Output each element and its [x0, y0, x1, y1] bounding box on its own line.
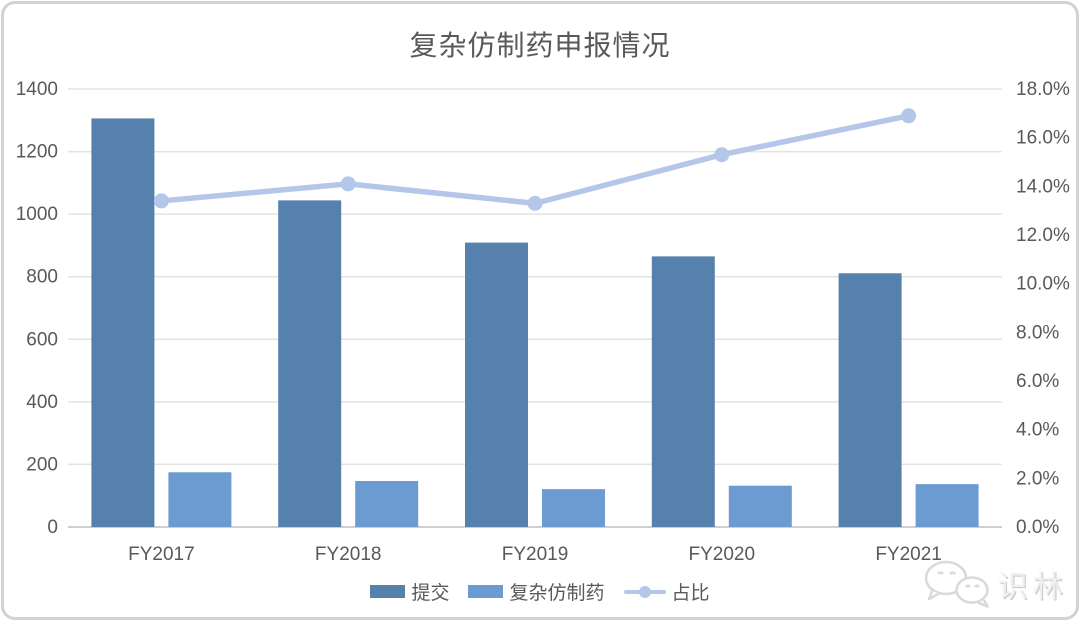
bar-submitted-FY2018	[278, 200, 342, 527]
bar-submitted-FY2020	[651, 256, 715, 527]
right-axis-tick-label: 8.0%	[1016, 322, 1059, 343]
right-axis-tick-label: 10.0%	[1016, 274, 1070, 295]
right-axis-tick-label: 18.0%	[1016, 79, 1070, 100]
proportion-marker-FY2019	[527, 195, 543, 211]
proportion-line	[158, 113, 912, 207]
bar-submitted-FY2021	[838, 273, 902, 527]
left-axis-tick-label: 400	[26, 392, 58, 413]
x-axis-label-FY2017: FY2017	[128, 544, 195, 565]
bar-complex-generics-FY2018	[355, 481, 419, 527]
watermark: 识林	[922, 557, 1068, 611]
legend-item-complex-generics: 复杂仿制药	[468, 578, 605, 605]
x-axis-label-FY2020: FY2020	[689, 544, 756, 565]
legend-dot-icon	[638, 585, 651, 598]
x-axis-label-FY2018: FY2018	[315, 544, 382, 565]
proportion-marker-FY2018	[340, 176, 356, 192]
wechat-icon	[924, 560, 989, 608]
legend-swatch-submitted	[370, 585, 406, 598]
proportion-marker-FY2020	[714, 147, 730, 163]
bar-complex-generics-FY2020	[728, 485, 792, 527]
right-axis-tick-label: 2.0%	[1016, 468, 1059, 489]
left-axis-tick-label: 1200	[16, 142, 58, 163]
legend-item-proportion: 占比	[623, 578, 710, 605]
right-axis-tick-label: 4.0%	[1016, 420, 1059, 441]
legend-swatch-complex	[468, 585, 504, 598]
right-axis-tick-label: 14.0%	[1016, 176, 1070, 197]
legend-label-submitted: 提交	[411, 583, 450, 604]
proportion-marker-FY2021	[901, 108, 917, 124]
left-axis-tick-label: 200	[26, 454, 58, 475]
left-axis-tick-label: 600	[26, 329, 58, 350]
watermark-text: 识林	[998, 571, 1068, 604]
legend-label-complex-generics: 复杂仿制药	[509, 583, 605, 604]
right-axis-tick-label: 12.0%	[1016, 225, 1070, 246]
legend-item-submitted: 提交	[370, 578, 449, 605]
left-axis-tick-label: 800	[26, 267, 58, 288]
legend-line-swatch	[623, 585, 666, 599]
left-axis-tick-label: 0	[47, 517, 58, 538]
chart-title: 复杂仿制药申报情况	[409, 30, 671, 61]
left-axis-tick-label: 1400	[16, 79, 58, 100]
legend-label-proportion: 占比	[671, 583, 710, 604]
x-axis-label-FY2021: FY2021	[875, 544, 942, 565]
right-axis-tick-label: 6.0%	[1016, 371, 1059, 392]
bar-complex-generics-FY2019	[542, 489, 605, 527]
proportion-marker-FY2017	[153, 193, 169, 209]
right-axis-tick-label: 16.0%	[1016, 128, 1070, 149]
x-axis-label-FY2019: FY2019	[502, 544, 569, 565]
bar-complex-generics-FY2017	[168, 472, 232, 527]
right-axis-tick-label: 0.0%	[1016, 517, 1059, 538]
legend: 提交 复杂仿制药 占比	[0, 578, 1080, 605]
bar-complex-generics-FY2021	[915, 484, 979, 527]
bar-submitted-FY2019	[465, 242, 528, 527]
left-axis-tick-label: 1000	[16, 204, 58, 225]
bar-submitted-FY2017	[91, 118, 155, 527]
